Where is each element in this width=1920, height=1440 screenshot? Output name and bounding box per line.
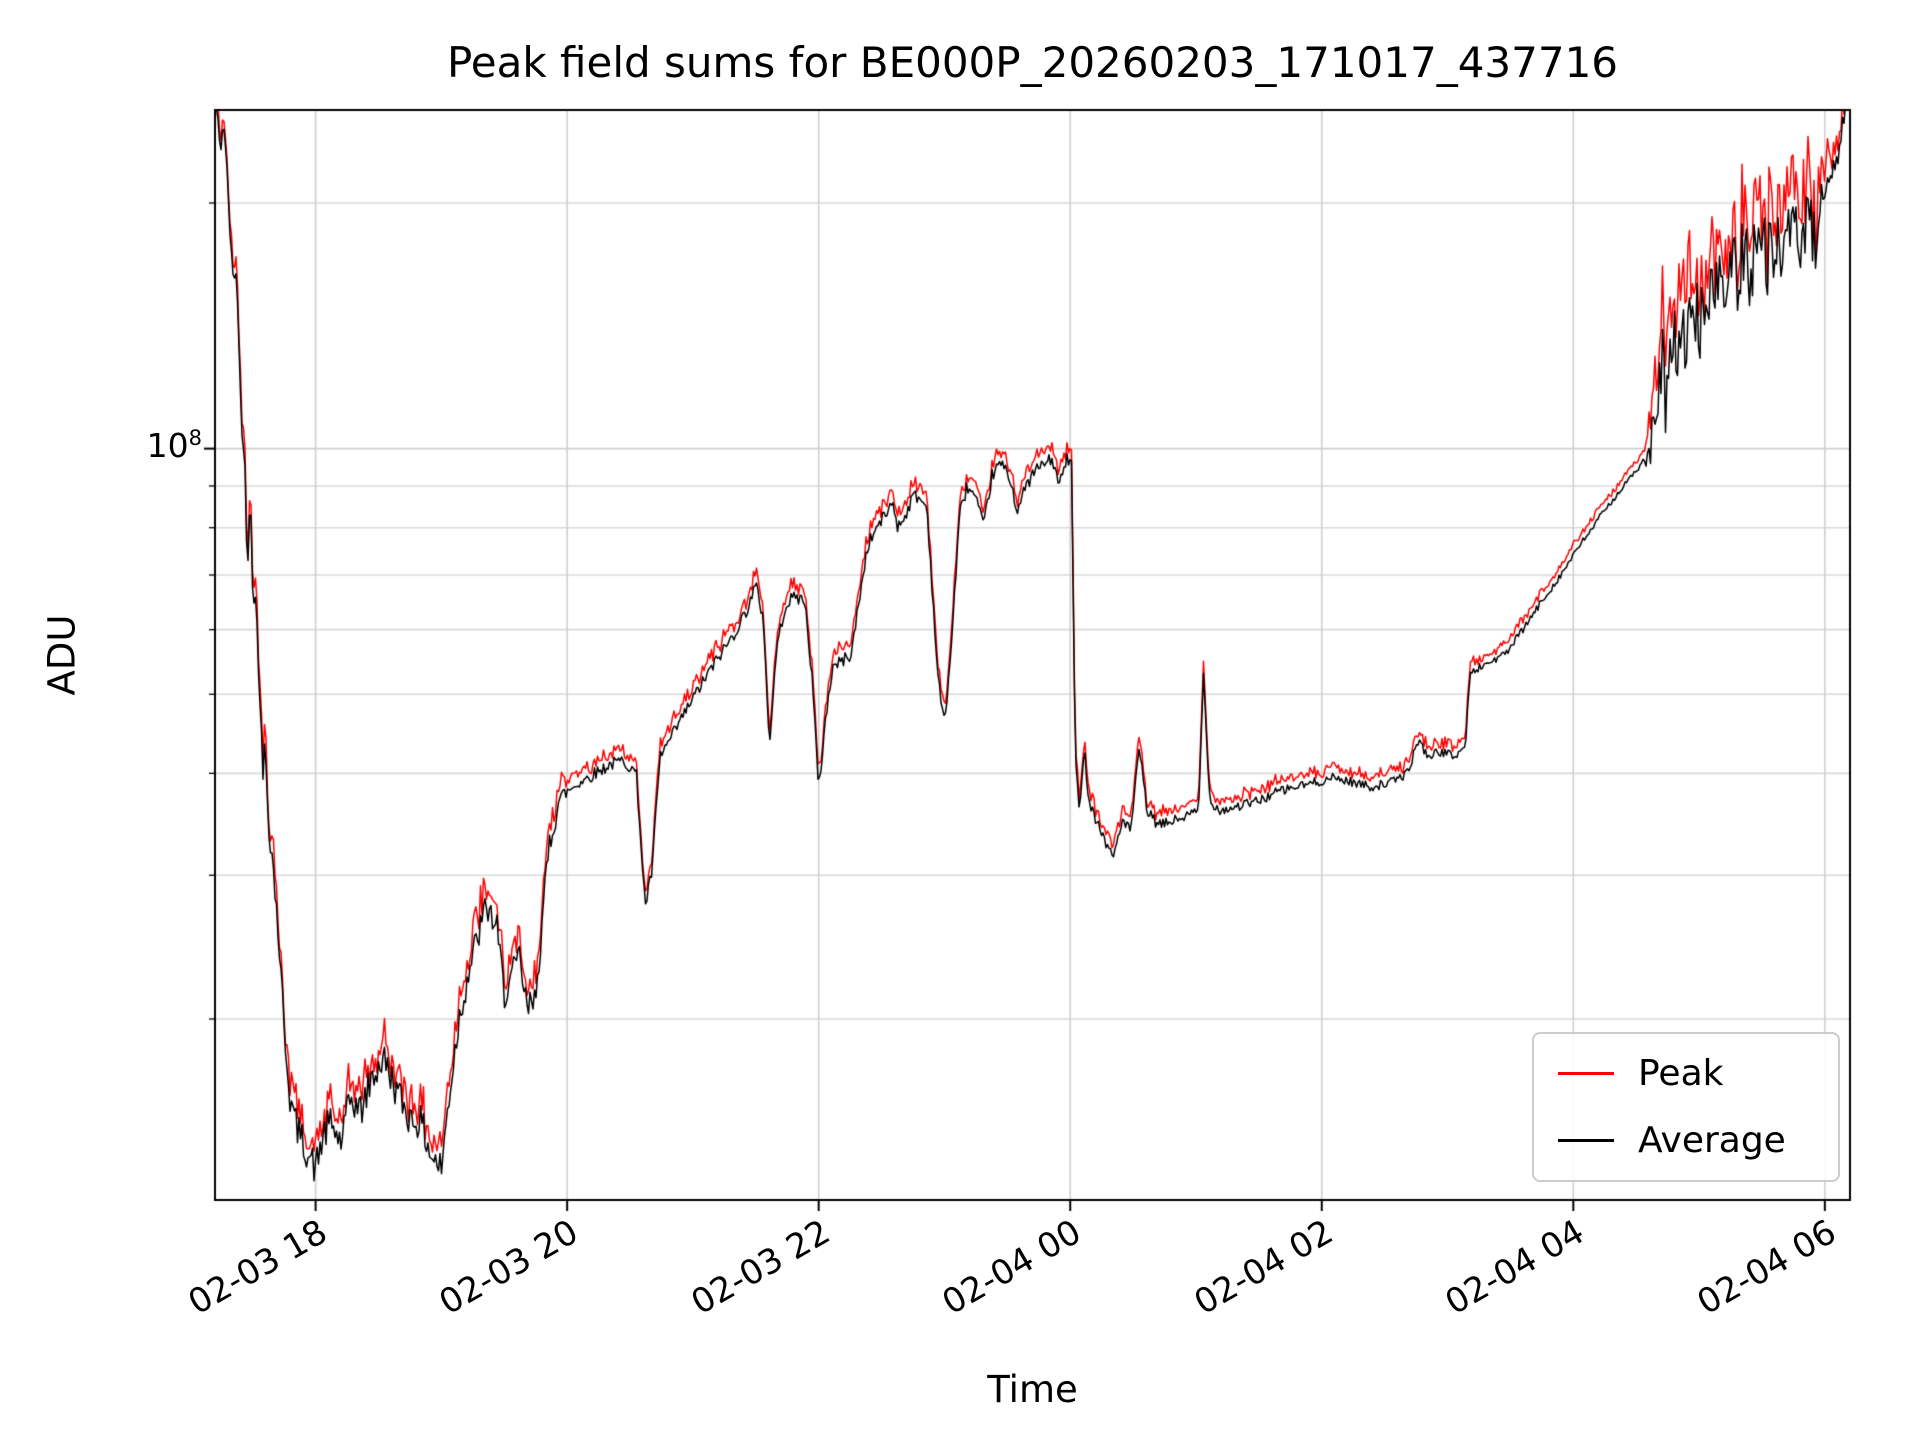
legend-label-peak: Peak [1638, 1053, 1724, 1094]
peak-line-swatch [1558, 1072, 1614, 1075]
y-tick-exponent: 8 [188, 426, 202, 450]
legend: Peak Average [1532, 1032, 1840, 1182]
y-tick-label: 108 [90, 426, 202, 465]
average-line-swatch [1558, 1139, 1614, 1142]
x-axis-label: Time [987, 1368, 1078, 1411]
chart-title: Peak field sums for BE000P_20260203_1710… [446, 38, 1619, 87]
legend-item-peak: Peak [1558, 1053, 1814, 1094]
y-axis-label: ADU [40, 614, 84, 696]
y-tick-base: 10 [146, 426, 189, 465]
legend-label-average: Average [1638, 1120, 1786, 1161]
legend-item-average: Average [1558, 1120, 1814, 1161]
